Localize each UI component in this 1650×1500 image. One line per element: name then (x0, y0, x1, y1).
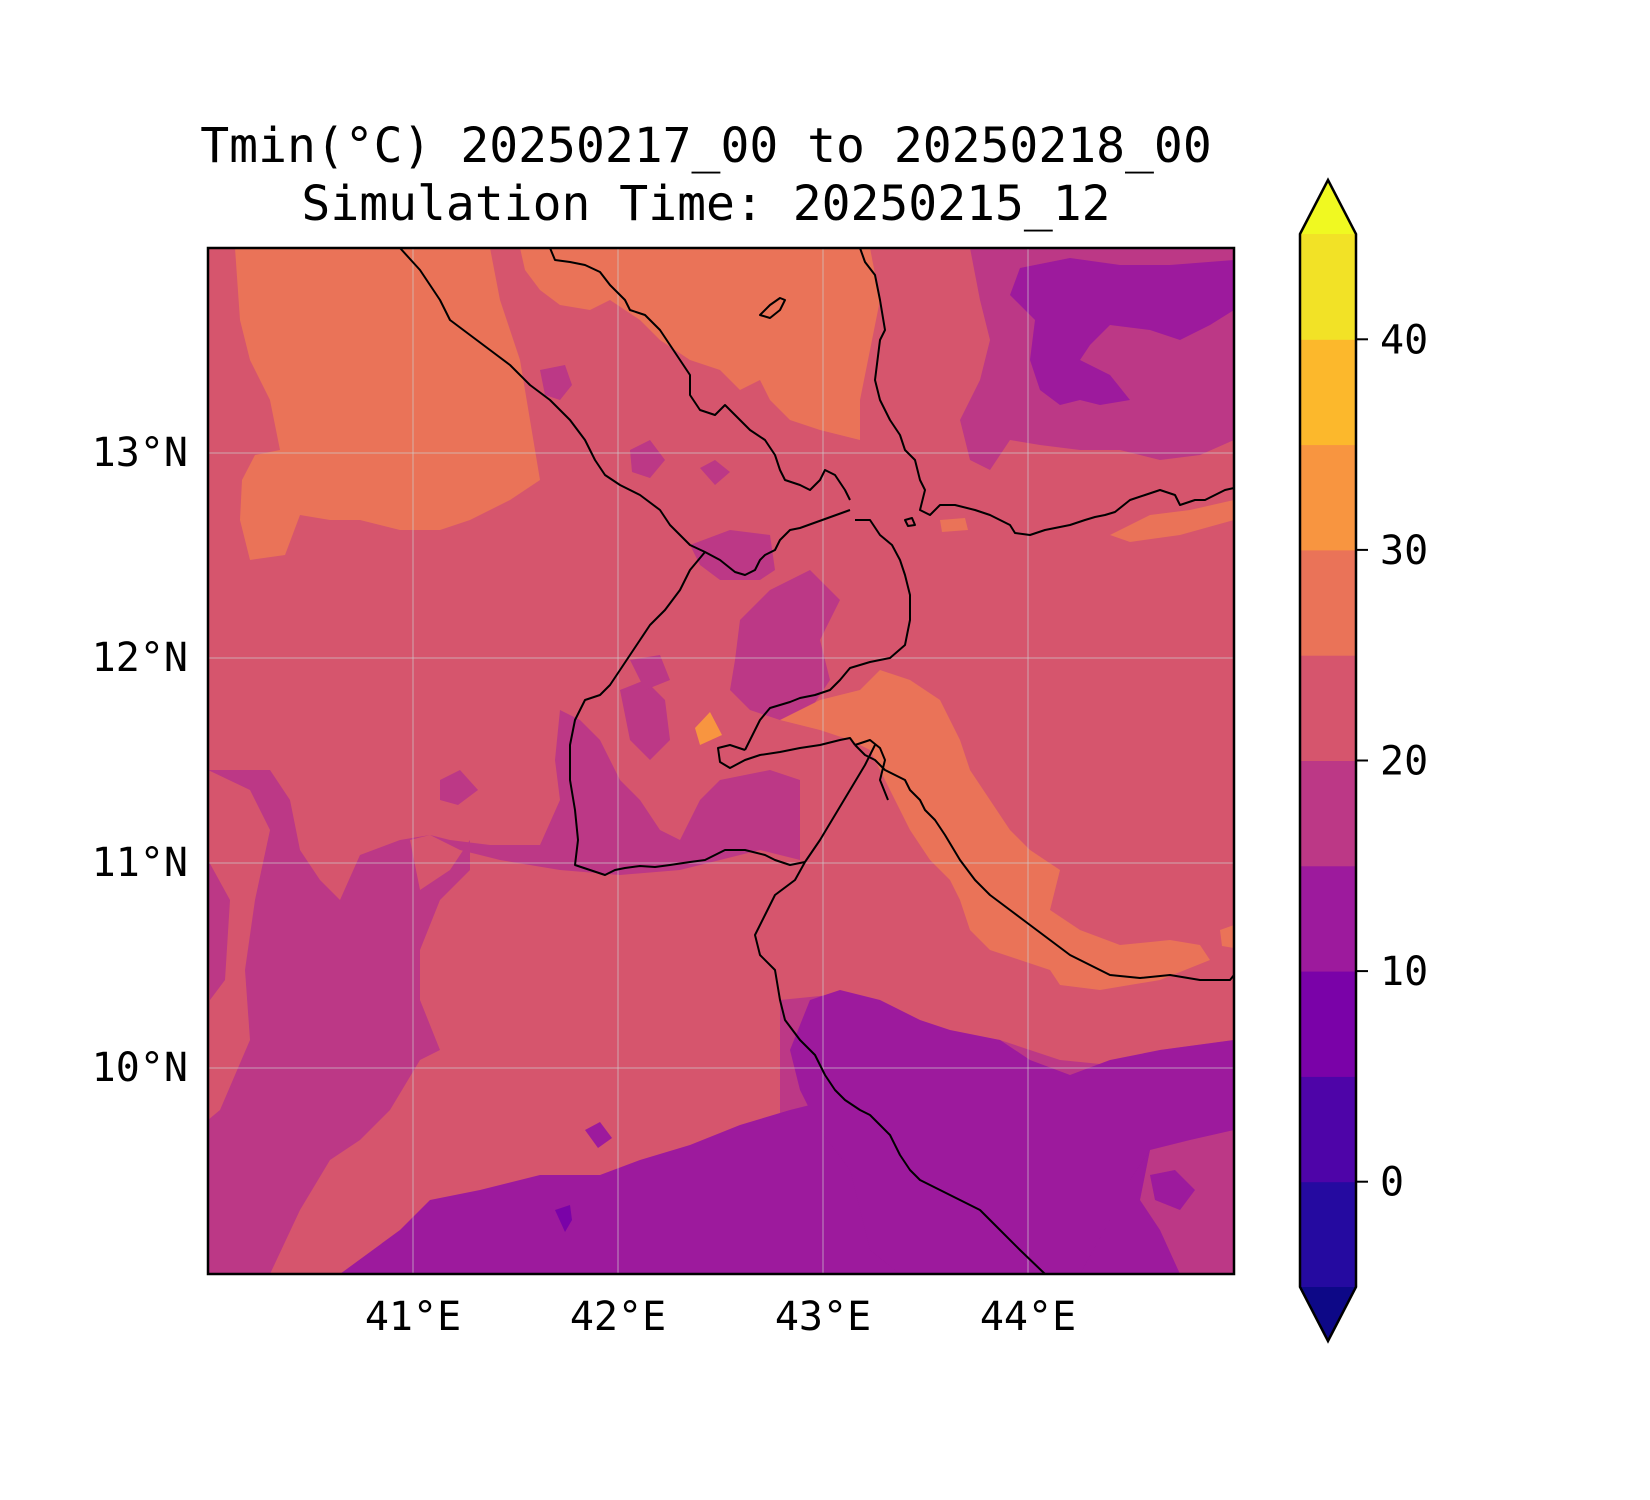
contour-15-20-patch-f (630, 655, 670, 690)
colorbar-band (1300, 1181, 1356, 1288)
colorbar-band (1300, 234, 1356, 340)
border-ethiopia-eritrea (399, 248, 851, 576)
colorbar-extend-max (1300, 180, 1356, 234)
colorbar-tick-label: 10 (1380, 949, 1428, 995)
coastline-somaliland (854, 744, 1234, 981)
contour-25-30-horn (780, 670, 1210, 990)
contour-5-10-patch (555, 1205, 572, 1232)
lon-tick-labels: 41°E 42°E 43°E 44°E (365, 1294, 1076, 1340)
map-title: Tmin(°C) 20250217_00 to 20250218_00 (200, 118, 1211, 174)
lat-tick-label: 11°N (92, 840, 188, 886)
island-dahlak (759, 297, 786, 319)
coastline-red-sea-west (549, 248, 851, 501)
contour-25-30-patch-a (940, 518, 968, 532)
contour-field (208, 248, 1234, 1274)
colorbar-band (1300, 1076, 1356, 1183)
coastlines (549, 248, 1234, 981)
colorbar-band (1300, 444, 1356, 551)
contour-15-20-djibouti (730, 570, 840, 720)
gridlines (208, 248, 1234, 1274)
colorbar-tick-label: 40 (1380, 317, 1428, 363)
map-subtitle: Simulation Time: 20250215_12 (301, 176, 1110, 232)
lon-tick-label: 41°E (365, 1294, 461, 1340)
contour-15-20-patch-e (440, 770, 478, 805)
contour-15-20-mid (208, 860, 230, 1000)
borders (399, 248, 1046, 1274)
colorbar-band (1300, 339, 1356, 446)
coastline-gulf-south (854, 739, 889, 801)
lon-tick-label: 42°E (570, 1294, 666, 1340)
colorbar-band (1300, 865, 1356, 972)
contour-10-15-east (790, 990, 1234, 1274)
border-ethiopia-somaliland (754, 861, 1046, 1274)
contour-15-20-patch-b (630, 440, 665, 478)
map-panel: 41°E 42°E 43°E 44°E 13°N 12°N 11°N 10°N (92, 246, 1236, 1340)
lat-tick-label: 12°N (92, 635, 188, 681)
contour-15-20-patch-d (540, 365, 572, 400)
colorbar-band (1300, 760, 1356, 867)
contour-10-15-patch-b (585, 1122, 612, 1148)
border-ethiopia-djibouti (569, 551, 806, 876)
contour-25-30-nw (235, 248, 540, 560)
colorbar-tick-label: 30 (1380, 528, 1428, 574)
lat-tick-labels: 13°N 12°N 11°N 10°N (92, 430, 188, 1091)
coastline-gulf-of-tadjoura (717, 737, 856, 769)
colorbar-extend-min (1300, 1287, 1356, 1341)
border-djibouti-somaliland (804, 744, 876, 863)
lat-tick-label: 10°N (92, 1045, 188, 1091)
contour-25-30-patch-b (1220, 925, 1234, 948)
coastline-red-sea-east (859, 248, 1234, 536)
colorbar-tick-label: 0 (1380, 1160, 1404, 1206)
colorbar-band (1300, 971, 1356, 1077)
contour-15-20-south (208, 710, 800, 1274)
contour-25-30-gulf-strip (1110, 500, 1234, 542)
contour-15-20-patch-c (700, 460, 730, 485)
colorbar-band (1300, 549, 1356, 656)
contour-15-20-patch-a (620, 680, 670, 760)
lat-tick-label: 13°N (92, 430, 188, 476)
colorbar-outline (1298, 177, 1358, 1344)
contour-15-20-gulf (690, 530, 775, 580)
contour-10-15-patch-a (1150, 1170, 1195, 1210)
island-bab-el-mandeb (904, 517, 916, 527)
lon-tick-label: 44°E (980, 1294, 1076, 1340)
contour-25-30-n (520, 248, 880, 440)
coastline-gulf-of-aden-north (744, 519, 911, 751)
contour-30-35-patch (695, 712, 722, 745)
colorbar-band (1300, 655, 1356, 761)
colorbar: 0 10 20 30 40 (1298, 177, 1428, 1344)
colorbar-tick-label: 20 (1380, 739, 1428, 785)
map-frame (206, 246, 1236, 1276)
lon-tick-label: 43°E (775, 1294, 871, 1340)
contour-10-15-ne (1010, 258, 1234, 405)
